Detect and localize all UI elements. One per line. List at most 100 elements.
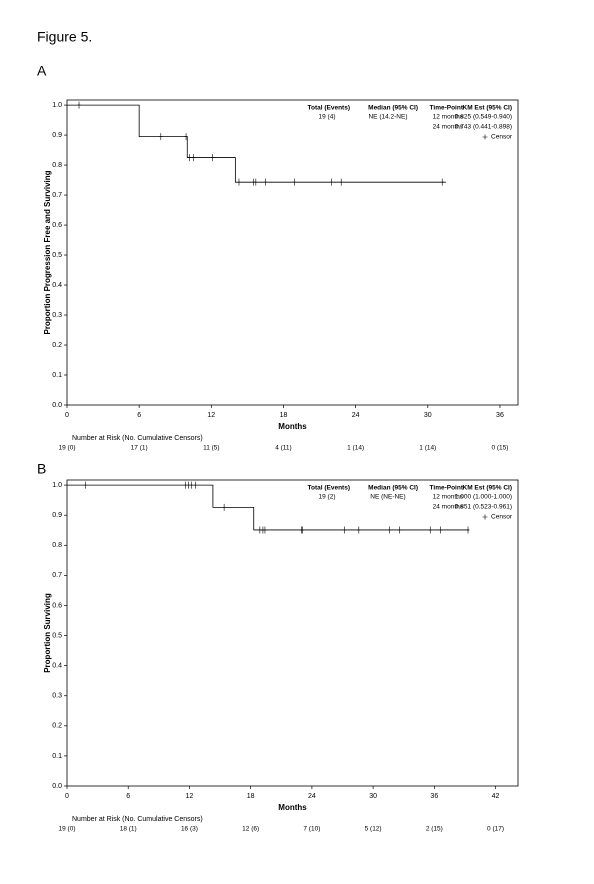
censor-mark (330, 178, 334, 186)
legend-total: 19 (4) (319, 114, 336, 121)
censor-mark (186, 481, 190, 489)
x-axis-label: Months (278, 803, 307, 812)
y-tick-label: 0.4 (52, 282, 62, 289)
risk-value: 0 (17) (487, 826, 504, 833)
legend-header: KM Est (95% CI) (463, 485, 512, 492)
legend-total: 19 (2) (319, 494, 336, 501)
censor-mark (428, 526, 432, 534)
risk-value: 0 (15) (491, 445, 508, 452)
x-tick-label: 12 (186, 793, 194, 800)
y-tick-label: 0.3 (52, 312, 62, 319)
censor-mark (301, 526, 305, 534)
y-tick-label: 0.5 (52, 632, 62, 639)
risk-value: 1 (14) (419, 445, 436, 452)
y-tick-label: 0.6 (52, 602, 62, 609)
censor-mark (191, 154, 195, 162)
risk-title: Number at Risk (No. Cumulative Censors) (72, 816, 203, 823)
y-tick-label: 0.7 (52, 572, 62, 579)
y-tick-label: 0.2 (52, 342, 62, 349)
y-tick-label: 0.8 (52, 542, 62, 549)
y-tick-label: 0.9 (52, 132, 62, 139)
y-tick-label: 0.6 (52, 222, 62, 229)
x-tick-label: 6 (126, 793, 130, 800)
x-tick-label: 30 (369, 793, 377, 800)
risk-value: 19 (0) (59, 445, 76, 452)
y-tick-label: 0.9 (52, 512, 62, 519)
risk-value: 12 (6) (242, 826, 259, 833)
y-tick-label: 0.3 (52, 693, 62, 700)
legend-header: Time-Point (430, 485, 464, 492)
y-tick-label: 0.1 (52, 372, 62, 379)
y-tick-label: 0.7 (52, 192, 62, 199)
legend-median: NE (14.2-NE) (368, 114, 407, 121)
censor-mark (258, 526, 262, 534)
legend-header: Time-Point (430, 105, 464, 112)
plot-frame (66, 479, 519, 787)
censor-mark (211, 154, 215, 162)
risk-value: 17 (1) (131, 445, 148, 452)
risk-value: 11 (5) (203, 445, 220, 452)
censor-mark (387, 526, 391, 534)
x-tick-label: 0 (65, 793, 69, 800)
censor-mark (292, 178, 296, 186)
censor-mark (263, 178, 267, 186)
y-tick-label: 0.1 (52, 753, 62, 760)
censor-mark (440, 178, 444, 186)
risk-value: 5 (12) (365, 826, 382, 833)
censor-mark (466, 526, 470, 534)
y-tick-label: 0.4 (52, 662, 62, 669)
y-tick-label: 0.0 (52, 783, 62, 790)
censor-mark (184, 133, 188, 141)
legend-header: KM Est (95% CI) (463, 105, 512, 112)
risk-value: 19 (0) (59, 826, 76, 833)
legend-time: 12 months (433, 114, 464, 121)
panel-label: A (37, 63, 47, 79)
censor-mark (194, 481, 198, 489)
legend-header: Median (95% CI) (368, 105, 418, 112)
legend-time: 24 months (433, 504, 464, 511)
censor-mark (189, 481, 193, 489)
censor-mark (343, 526, 347, 534)
censor-mark (438, 526, 442, 534)
x-tick-label: 42 (492, 793, 500, 800)
x-tick-label: 24 (352, 412, 360, 419)
figure-label: Figure 5. (37, 29, 92, 45)
legend-header: Median (95% CI) (368, 485, 418, 492)
censor-mark (183, 481, 187, 489)
censor-mark (254, 178, 258, 186)
legend-km: 1.000 (1.000-1.000) (455, 494, 512, 501)
panel-label: B (37, 461, 46, 477)
legend-header: Total (Events) (308, 105, 351, 112)
legend-censor: Censor (491, 514, 513, 521)
censor-mark (339, 178, 343, 186)
y-axis-label: Proportion Progression Free and Survivin… (43, 170, 52, 334)
risk-value: 7 (10) (303, 826, 320, 833)
x-axis-label: Months (278, 422, 307, 431)
risk-title: Number at Risk (No. Cumulative Censors) (72, 435, 203, 442)
legend-censor-symbol (482, 514, 488, 520)
risk-value: 4 (11) (275, 445, 292, 452)
y-tick-label: 0.2 (52, 723, 62, 730)
y-tick-label: 0.0 (52, 402, 62, 409)
y-tick-label: 1.0 (52, 102, 62, 109)
y-tick-label: 0.8 (52, 162, 62, 169)
legend-median: NE (NE-NE) (370, 494, 405, 501)
censor-mark (159, 133, 163, 141)
censor-mark (77, 101, 81, 109)
censor-mark (263, 526, 267, 534)
censor-mark (83, 481, 87, 489)
censor-mark (357, 526, 361, 534)
x-tick-label: 36 (496, 412, 504, 419)
risk-value: 16 (3) (181, 826, 198, 833)
y-tick-label: 0.5 (52, 252, 62, 259)
censor-mark (237, 178, 241, 186)
risk-value: 18 (1) (120, 826, 137, 833)
x-tick-label: 18 (280, 412, 288, 419)
x-tick-label: 6 (137, 412, 141, 419)
risk-value: 1 (14) (347, 445, 364, 452)
y-axis-label: Proportion Surviving (43, 593, 52, 673)
legend-time: 12 months (433, 494, 464, 501)
x-tick-label: 24 (308, 793, 316, 800)
km-curve (67, 484, 470, 531)
legend-time: 24 months (433, 124, 464, 131)
